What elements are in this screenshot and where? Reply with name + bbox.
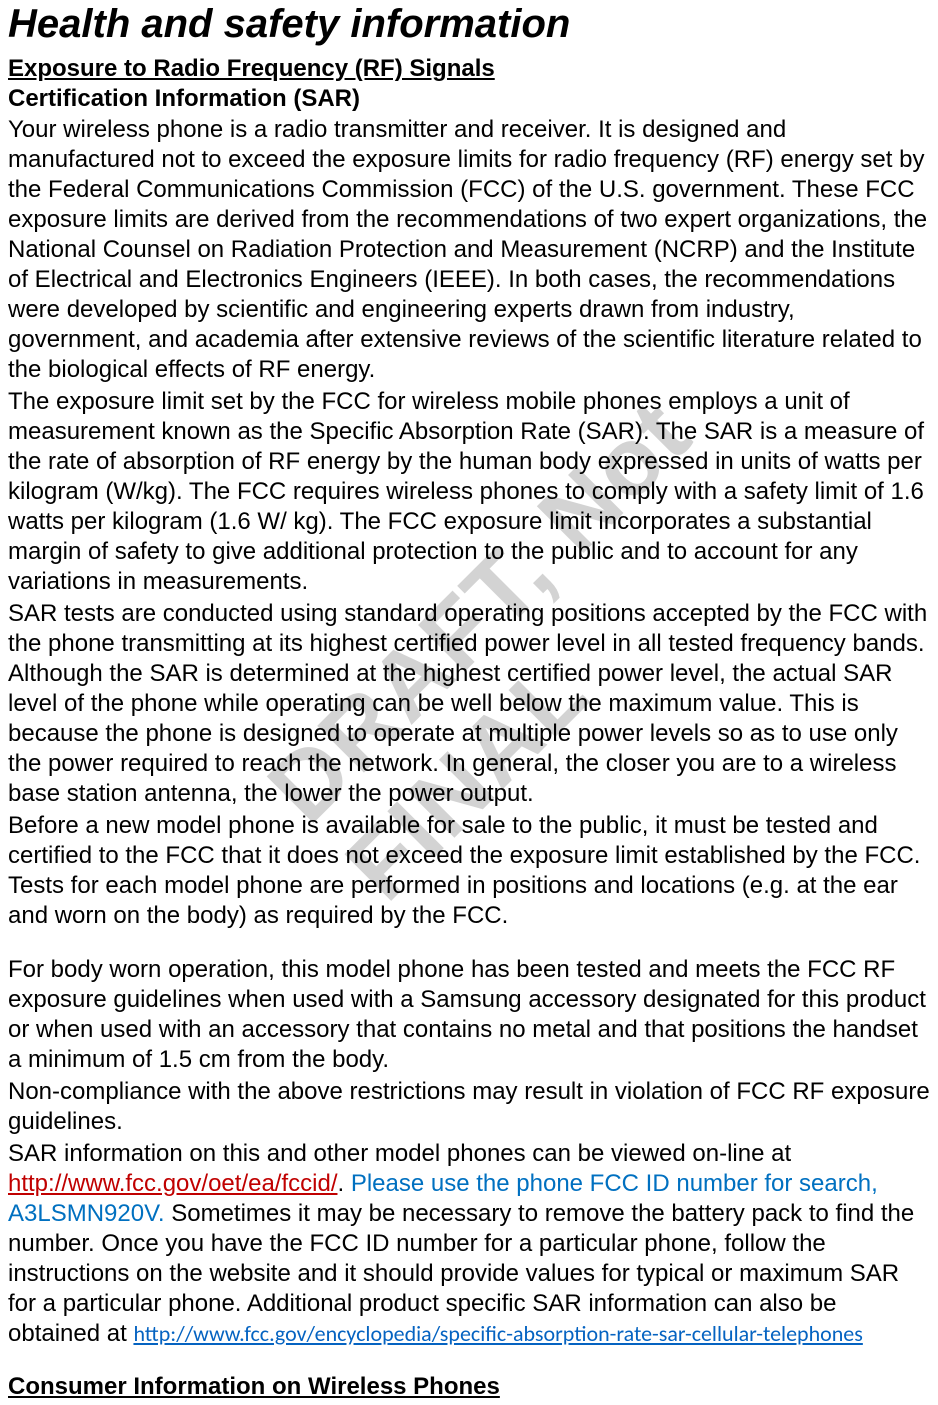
section-heading-consumer: Consumer Information on Wireless Phones xyxy=(8,1373,930,1401)
paragraph-2: The exposure limit set by the FCC for wi… xyxy=(8,387,930,597)
paragraph-7: SAR information on this and other model … xyxy=(8,1139,930,1349)
p7-text-1: SAR information on this and other model … xyxy=(8,1140,791,1167)
paragraph-4: Before a new model phone is available fo… xyxy=(8,811,930,931)
section-heading-rf: Exposure to Radio Frequency (RF) Signals xyxy=(8,55,930,83)
spacer xyxy=(8,933,930,955)
paragraph-1: Your wireless phone is a radio transmitt… xyxy=(8,115,930,385)
main-title: Health and safety information xyxy=(8,0,930,47)
fcc-link-2[interactable]: http://www.fcc.gov/encyclopedia/specific… xyxy=(133,1320,862,1347)
document-content: Health and safety information Exposure t… xyxy=(8,0,930,1401)
paragraph-6: Non-compliance with the above restrictio… xyxy=(8,1077,930,1137)
paragraph-3: SAR tests are conducted using standard o… xyxy=(8,599,930,809)
fcc-link-1[interactable]: http://www.fcc.gov/oet/ea/fccid/ xyxy=(8,1170,337,1197)
spacer-2 xyxy=(8,1351,930,1373)
paragraph-5: For body worn operation, this model phon… xyxy=(8,955,930,1075)
sub-heading-sar: Certification Information (SAR) xyxy=(8,85,930,113)
p7-text-2: . xyxy=(337,1170,350,1197)
